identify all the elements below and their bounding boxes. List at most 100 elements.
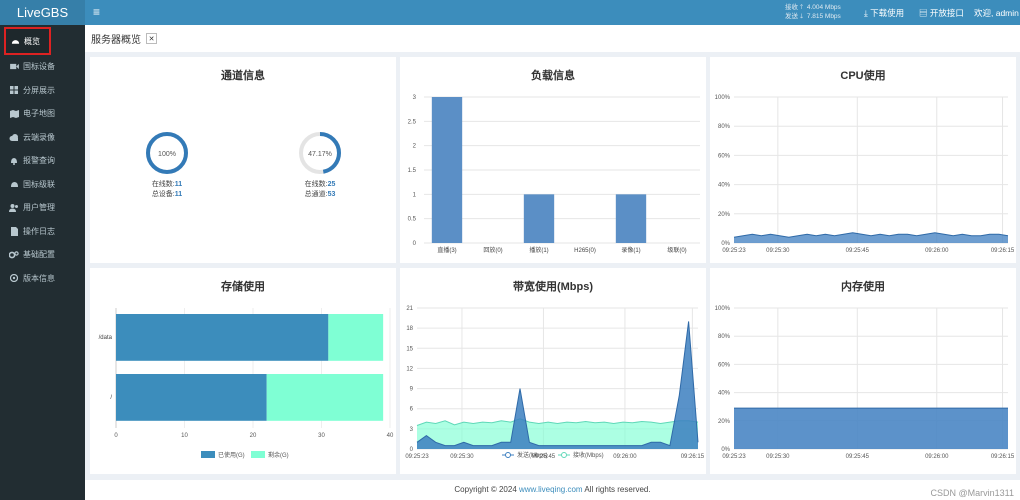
y-tick-label: 20% — [718, 212, 731, 218]
x-tick-label: 09:25:30 — [766, 454, 790, 460]
sidebar: LiveGBS 概览 国标设备 分屏展示 电子地图 云端录像 报警查询 国标级联 — [0, 0, 85, 500]
x-tick-label: 09:25:23 — [722, 454, 746, 460]
y-tick-label: 100% — [715, 306, 731, 312]
y-tick-label: 40% — [718, 391, 731, 397]
series-line — [733, 232, 1009, 238]
legend-used-label: 已使用(G) — [218, 451, 245, 459]
series-area — [417, 418, 698, 449]
sidebar-item-devices[interactable]: 国标设备 — [0, 55, 85, 79]
y-tick-label: 20% — [718, 419, 731, 425]
x-tick-label: 09:26:00 — [925, 248, 949, 254]
dashboard-icon — [9, 36, 21, 46]
camera-icon — [8, 62, 20, 72]
legend-recv-label: 接收(Mbps) — [573, 451, 604, 459]
series-line — [416, 321, 699, 447]
grid-icon — [8, 85, 20, 95]
y-tick-label: 2.5 — [408, 119, 417, 125]
series-area — [734, 232, 1008, 243]
y-tick-label: 3 — [413, 95, 417, 101]
sidebar-item-alarm[interactable]: 报警查询 — [0, 149, 85, 173]
legend-free-label: 剩余(G) — [268, 451, 289, 459]
sidebar-item-label: 基础配置 — [23, 250, 55, 260]
device-total-text: 总设备:11 — [152, 189, 182, 198]
sidebar-item-cloud-record[interactable]: 云端录像 — [0, 126, 85, 150]
x-tick-label: 20 — [250, 433, 257, 439]
y-tick-label: 80% — [718, 334, 731, 340]
y-tick-label: 1.5 — [408, 168, 417, 174]
y-tick-label: 0 — [413, 241, 417, 247]
sidebar-item-split-screen[interactable]: 分屏展示 — [0, 79, 85, 103]
y-tick-label: 15 — [406, 346, 413, 352]
channel-panel: 通道信息 100% 47.17% 在线数:11 总设备:11 在线数:25 总通… — [90, 57, 396, 263]
cloud-icon — [8, 132, 20, 142]
storage-bar-used — [116, 314, 329, 361]
user-menu[interactable]: 欢迎, admin — [974, 8, 1019, 18]
storage-bar-free — [266, 374, 384, 421]
y-tick-label: 40% — [718, 183, 731, 189]
panel-title: 存储使用 — [221, 281, 265, 293]
watermark: CSDN @Marvin1311 — [930, 488, 1015, 498]
menu-toggle-icon[interactable]: ≡ — [93, 5, 101, 19]
y-tick-label: 6 — [410, 407, 414, 413]
y-tick-label: 18 — [406, 326, 413, 332]
x-tick-label: 09:26:00 — [925, 454, 949, 460]
x-tick-label: 09:26:15 — [991, 248, 1015, 254]
website-link[interactable]: www.liveqing.com — [519, 485, 583, 494]
download-link[interactable]: ⤓ 下载使用 — [864, 7, 904, 19]
panel-title: CPU使用 — [840, 70, 886, 82]
recv-label: 接收 — [785, 4, 798, 11]
device-online-text: 在线数:11 — [152, 179, 182, 188]
memory-area-chart: 0% 20% 40% 60% 80% 100% 09:25:23 09:25:30 09:25:… — [715, 306, 1015, 460]
api-link[interactable]: ▤ 开放接口 — [919, 7, 964, 19]
sidebar-item-label: 报警查询 — [23, 156, 55, 166]
load-bar — [523, 194, 555, 243]
load-bar — [431, 97, 463, 243]
x-tick-label: 09:25:45 — [846, 454, 870, 460]
device-online-gauge — [146, 132, 188, 174]
expand-icon[interactable]: ✕ — [146, 33, 157, 44]
sidebar-item-label: 用户管理 — [23, 203, 55, 213]
sidebar-item-overview[interactable]: 概览 — [4, 27, 51, 55]
x-tick-label: 09:25:30 — [766, 248, 790, 254]
sidebar-item-cascade[interactable]: 国标级联 — [0, 173, 85, 197]
brand-logo[interactable]: LiveGBS — [0, 0, 85, 25]
y-tick-label: 80% — [718, 124, 731, 130]
x-tick-label: 40 — [387, 433, 394, 439]
sidebar-item-label: 版本信息 — [23, 273, 55, 283]
sidebar-item-label: 电子地图 — [23, 109, 55, 119]
x-tick-label: 09:25:23 — [405, 454, 429, 460]
y-tick-label: 12 — [406, 366, 413, 372]
bandwidth-panel: 带宽使用(Mbps) 0 3 6 9 12 15 18 21 09:25:23 09:25:30 0… — [400, 268, 706, 474]
channel-gauges: 100% 47.17% 在线数:11 总设备:11 在线数:25 总通道:53 — [146, 132, 341, 198]
storage-bar-chart: 0 10 20 30 40/data / 已使用(G) 剩余(G) — [99, 308, 394, 459]
sidebar-item-label: 分屏展示 — [23, 85, 55, 95]
page-header: 服务器概览 ✕ — [85, 25, 1020, 52]
sidebar-item-logs[interactable]: 操作日志 — [0, 220, 85, 244]
sidebar-item-label: 国标设备 — [23, 62, 55, 72]
rights-text: All rights reserved. — [582, 485, 651, 494]
channel-online-gauge — [299, 132, 341, 174]
api-label: 开放接口 — [929, 8, 964, 18]
sidebar-item-config[interactable]: 基础配置 — [0, 243, 85, 267]
y-tick-label: 100% — [715, 95, 731, 101]
network-stats: 接收 🡑 4.004 Mbps 发送 🡓 7.815 Mbps — [785, 3, 841, 21]
cascade-icon — [8, 179, 20, 189]
send-value: 7.815 Mbps — [806, 13, 841, 20]
sidebar-item-version[interactable]: 版本信息 — [0, 267, 85, 291]
x-tick-label: 直播(3) — [437, 246, 456, 254]
x-tick-label: 09:25:45 — [846, 248, 870, 254]
storage-bar-free — [328, 314, 384, 361]
sidebar-item-users[interactable]: 用户管理 — [0, 196, 85, 220]
top-navbar: ≡ 接收 🡑 4.004 Mbps 发送 🡓 7.815 Mbps ⤓ 下载使用… — [85, 0, 1020, 25]
sidebar-item-label: 概览 — [24, 36, 40, 46]
sidebar-item-map[interactable]: 电子地图 — [0, 102, 85, 126]
bell-icon — [8, 156, 20, 166]
y-tick-label: 9 — [410, 387, 414, 393]
x-tick-label: 09:25:45 — [532, 454, 556, 460]
x-tick-label: 级联(0) — [667, 246, 686, 254]
channel-online-text: 在线数:25 — [305, 179, 336, 188]
send-label: 发送 — [785, 13, 798, 20]
legend-used-swatch — [201, 451, 215, 458]
cpu-area-chart: 0% 20% 40% 60% 80% 100% 09:25:23 09:25:30 09:25:… — [715, 95, 1015, 254]
x-tick-label: 09:25:30 — [450, 454, 474, 460]
